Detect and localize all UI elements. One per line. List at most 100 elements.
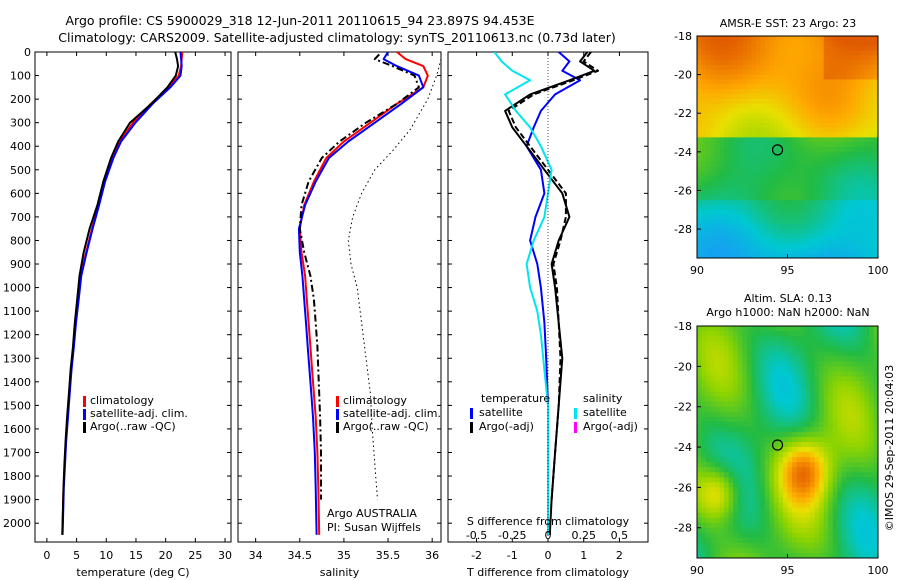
sla_map-cell bbox=[873, 406, 879, 413]
sla_map-cell bbox=[873, 376, 879, 382]
sst_map-cell bbox=[801, 161, 807, 167]
sla_map-cell bbox=[810, 507, 816, 514]
sla_map-cell bbox=[778, 391, 784, 398]
sla_map-cell bbox=[701, 467, 707, 473]
sst_map-cell bbox=[859, 127, 865, 133]
sst_map-cell bbox=[701, 127, 707, 133]
sla_map-cell bbox=[864, 411, 870, 418]
sla_map-cell bbox=[733, 361, 739, 367]
sla_map-cell bbox=[764, 416, 770, 423]
sla_map-cell bbox=[787, 391, 793, 398]
sla_map-cell bbox=[873, 401, 879, 408]
sla_map-cell bbox=[742, 472, 748, 478]
sst_map-cell bbox=[719, 224, 725, 230]
sla_map-cell bbox=[737, 452, 743, 458]
sla_map-cell bbox=[810, 336, 816, 342]
sla_map-cell bbox=[778, 552, 784, 559]
sla_map-cell bbox=[706, 477, 711, 483]
sst_map-cell bbox=[796, 118, 802, 124]
sst_map-cell bbox=[742, 64, 748, 71]
sst_map-cell bbox=[782, 229, 788, 235]
sla_map-cell bbox=[764, 507, 770, 514]
sla_map-cell bbox=[755, 341, 761, 347]
sst_map-cell bbox=[864, 89, 870, 95]
sst_map-cell bbox=[805, 175, 811, 182]
sst_map-cell bbox=[832, 190, 838, 196]
sla_map-cell bbox=[760, 326, 766, 332]
sla_map-cell bbox=[764, 341, 770, 347]
sla_map-cell bbox=[859, 421, 865, 428]
sla_map-cell bbox=[724, 542, 730, 549]
sla_map-cell bbox=[773, 371, 779, 377]
sla_map-cell bbox=[868, 386, 874, 392]
sst_map-cell bbox=[864, 229, 870, 235]
sst_map-cell bbox=[773, 156, 779, 162]
sst_map-cell bbox=[801, 147, 807, 153]
sla_map-cell bbox=[728, 341, 734, 347]
sla_map-cell bbox=[832, 472, 838, 478]
sla_map-cell bbox=[782, 547, 788, 554]
sst_map-cell bbox=[719, 79, 725, 85]
sla_map-cell bbox=[751, 517, 757, 524]
sst_map-cell bbox=[823, 93, 829, 100]
sst_map-cell bbox=[828, 103, 834, 109]
sla_map-cell bbox=[719, 532, 725, 539]
sla_map-cell bbox=[837, 381, 843, 387]
sst_map-cell bbox=[832, 79, 838, 85]
sst_map-cell bbox=[764, 142, 770, 148]
sst_map-cell bbox=[778, 190, 784, 196]
sst_map-cell bbox=[841, 60, 847, 66]
sst_map-cell bbox=[782, 214, 788, 220]
sst_map-cell bbox=[814, 55, 820, 61]
sst_map-cell bbox=[855, 248, 861, 254]
sst_map-cell bbox=[801, 156, 807, 162]
sla_map-cell bbox=[724, 442, 730, 448]
sst_map-cell bbox=[801, 122, 807, 129]
sst_map-cell bbox=[823, 238, 829, 244]
sla_map-cell bbox=[746, 497, 752, 503]
sla_map-cell bbox=[873, 457, 879, 463]
sla_map-cell bbox=[846, 386, 852, 392]
sst_map-cell bbox=[751, 156, 757, 162]
sst_map-cell bbox=[764, 74, 770, 80]
sla_map-cell bbox=[751, 411, 757, 418]
temperature-ytick-label: 1900 bbox=[3, 494, 31, 507]
sst_map-cell bbox=[782, 50, 788, 56]
sla_map-cell bbox=[769, 341, 775, 347]
sla_map-cell bbox=[873, 492, 879, 498]
sst_map-cell bbox=[715, 79, 721, 85]
sla_map-cell bbox=[846, 457, 852, 463]
sla_map-cell bbox=[697, 522, 702, 529]
difference-legend-swatch-2 bbox=[574, 408, 577, 419]
sla_map-cell bbox=[733, 326, 739, 332]
sst_map-cell bbox=[773, 185, 779, 191]
sla_map-cell bbox=[746, 401, 752, 408]
sst_map-cell bbox=[841, 185, 847, 191]
sla_map-cell bbox=[868, 376, 874, 382]
sst_map-cell bbox=[697, 40, 702, 47]
sla_map-cell bbox=[805, 447, 811, 453]
sst_map-cell bbox=[760, 156, 766, 162]
sst_map-cell bbox=[841, 180, 847, 187]
sla_map-cell bbox=[846, 517, 852, 524]
sst_map-cell bbox=[796, 89, 802, 95]
sst_map-cell bbox=[733, 200, 739, 206]
sla_map-cell bbox=[737, 391, 743, 398]
sst_map-cell bbox=[724, 200, 730, 206]
sst_map-cell bbox=[778, 219, 784, 225]
sla_map-cell bbox=[728, 482, 734, 488]
sla_map-cell bbox=[746, 431, 752, 438]
sst_map-cell bbox=[760, 180, 766, 187]
sla_map-cell bbox=[846, 346, 852, 352]
sla_map-cell bbox=[760, 497, 766, 503]
sst_map-cell bbox=[773, 209, 779, 215]
sst_map-cell bbox=[733, 40, 739, 47]
sla_map-cell bbox=[701, 326, 707, 332]
sla_map-cell bbox=[737, 447, 743, 453]
sst_map-cell bbox=[787, 204, 793, 211]
sla_map-cell bbox=[742, 431, 748, 438]
sst_map-cell bbox=[823, 214, 829, 220]
sla_map-cell bbox=[697, 371, 702, 377]
sst_map-cell bbox=[746, 79, 752, 85]
sst_map-cell bbox=[755, 195, 761, 201]
